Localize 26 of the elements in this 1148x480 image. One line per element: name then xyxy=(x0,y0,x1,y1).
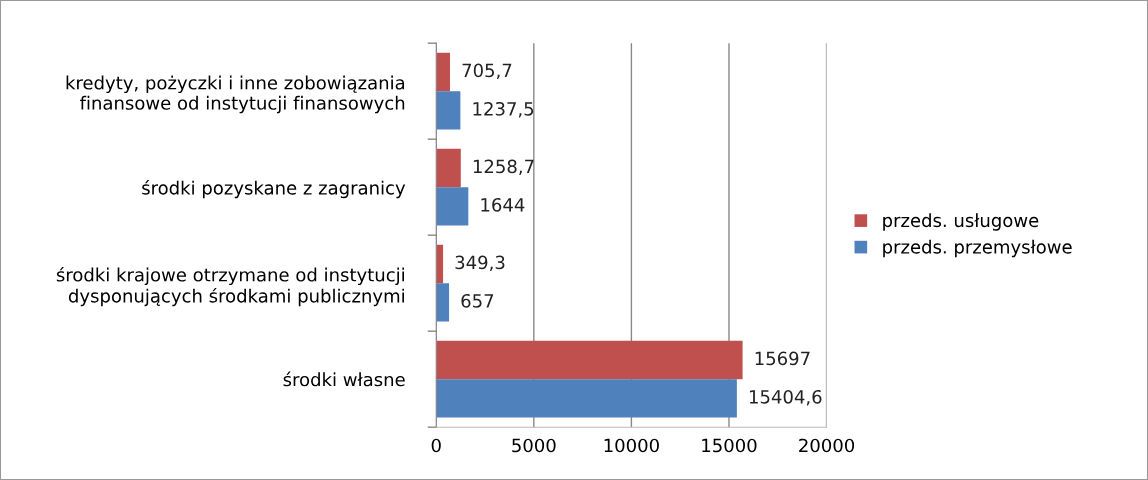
data-label: 657 xyxy=(461,293,494,308)
bar xyxy=(436,379,737,418)
data-label: 1644 xyxy=(481,197,525,212)
data-label: 15697 xyxy=(755,351,810,366)
data-label: 1237,5 xyxy=(473,101,534,118)
data-label: 15404,6 xyxy=(749,389,822,406)
bar xyxy=(436,340,743,380)
x-tick-label: 15000 xyxy=(702,438,757,453)
bar xyxy=(436,52,451,92)
data-label: 349,3 xyxy=(455,255,505,272)
y-tick-label: kredyty, pożyczki i inne zobowiązania finansowe od instytucji finansowych xyxy=(66,75,405,114)
bar xyxy=(436,148,461,188)
legend-label: przeds. przemysłowe xyxy=(883,239,1072,258)
y-tick-label: środki własne xyxy=(283,371,405,387)
x-tick-label: 0 xyxy=(431,438,441,453)
bar xyxy=(436,283,450,322)
bar xyxy=(436,187,469,226)
bar xyxy=(436,91,461,130)
y-tick-label: środki pozyskane z zagranicy xyxy=(142,179,406,199)
x-tick-label: 5000 xyxy=(512,438,556,453)
data-label: 705,7 xyxy=(462,63,512,80)
data-label: 1258,7 xyxy=(473,159,534,176)
legend-label: przeds. usługowe xyxy=(883,213,1039,231)
x-tick-label: 20000 xyxy=(799,438,855,453)
y-tick-label: środki krajowe otrzymane od instytucji dysponujących środkami publicznymi xyxy=(56,266,404,307)
x-tick-label: 10000 xyxy=(604,438,659,453)
